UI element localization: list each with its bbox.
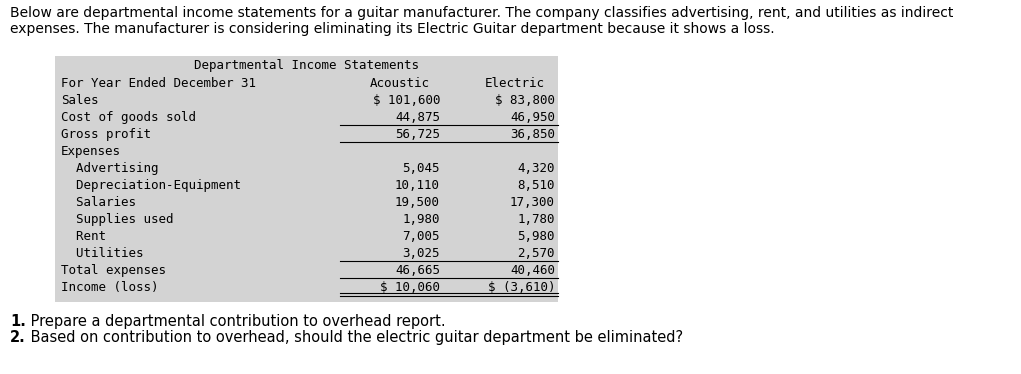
Text: Sales: Sales bbox=[61, 94, 98, 107]
Text: Cost of goods sold: Cost of goods sold bbox=[61, 111, 196, 124]
Text: 46,665: 46,665 bbox=[395, 264, 440, 277]
Text: 1,980: 1,980 bbox=[402, 213, 440, 226]
Text: 8,510: 8,510 bbox=[518, 179, 555, 192]
Text: Utilities: Utilities bbox=[61, 247, 144, 260]
Text: Acoustic: Acoustic bbox=[370, 77, 430, 89]
Text: Depreciation-Equipment: Depreciation-Equipment bbox=[61, 179, 241, 192]
Text: 56,725: 56,725 bbox=[395, 128, 440, 141]
Text: Total expenses: Total expenses bbox=[61, 264, 166, 277]
Text: $ 101,600: $ 101,600 bbox=[373, 94, 440, 107]
Text: 3,025: 3,025 bbox=[402, 247, 440, 260]
Text: Gross profit: Gross profit bbox=[61, 128, 151, 141]
Text: $ 83,800: $ 83,800 bbox=[495, 94, 555, 107]
Text: $ 10,060: $ 10,060 bbox=[380, 281, 440, 294]
Text: 2,570: 2,570 bbox=[518, 247, 555, 260]
Text: Salaries: Salaries bbox=[61, 196, 136, 209]
Text: 36,850: 36,850 bbox=[510, 128, 555, 141]
Text: 17,300: 17,300 bbox=[510, 196, 555, 209]
Text: $ (3,610): $ (3,610) bbox=[487, 281, 555, 294]
Text: Departmental Income Statements: Departmental Income Statements bbox=[194, 59, 419, 73]
Text: Advertising: Advertising bbox=[61, 162, 158, 175]
Text: 44,875: 44,875 bbox=[395, 111, 440, 124]
Text: 7,005: 7,005 bbox=[402, 230, 440, 243]
Text: Prepare a departmental contribution to overhead report.: Prepare a departmental contribution to o… bbox=[26, 314, 445, 329]
Bar bbox=[55, 56, 558, 302]
Text: Electric: Electric bbox=[485, 77, 545, 89]
Text: Expenses: Expenses bbox=[61, 145, 121, 158]
Text: Below are departmental income statements for a guitar manufacturer. The company : Below are departmental income statements… bbox=[10, 6, 954, 20]
Text: expenses. The manufacturer is considering eliminating its Electric Guitar depart: expenses. The manufacturer is considerin… bbox=[10, 22, 775, 36]
Text: 40,460: 40,460 bbox=[510, 264, 555, 277]
Text: 5,980: 5,980 bbox=[518, 230, 555, 243]
Text: Supplies used: Supplies used bbox=[61, 213, 174, 226]
Text: 10,110: 10,110 bbox=[395, 179, 440, 192]
Text: 19,500: 19,500 bbox=[395, 196, 440, 209]
Text: 4,320: 4,320 bbox=[518, 162, 555, 175]
Text: Income (loss): Income (loss) bbox=[61, 281, 158, 294]
Text: For Year Ended December 31: For Year Ended December 31 bbox=[61, 77, 256, 89]
Text: Rent: Rent bbox=[61, 230, 106, 243]
Text: Based on contribution to overhead, should the electric guitar department be elim: Based on contribution to overhead, shoul… bbox=[26, 330, 683, 345]
Text: 46,950: 46,950 bbox=[510, 111, 555, 124]
Text: 2.: 2. bbox=[10, 330, 26, 345]
Text: 1,780: 1,780 bbox=[518, 213, 555, 226]
Text: 1.: 1. bbox=[10, 314, 26, 329]
Text: 5,045: 5,045 bbox=[402, 162, 440, 175]
